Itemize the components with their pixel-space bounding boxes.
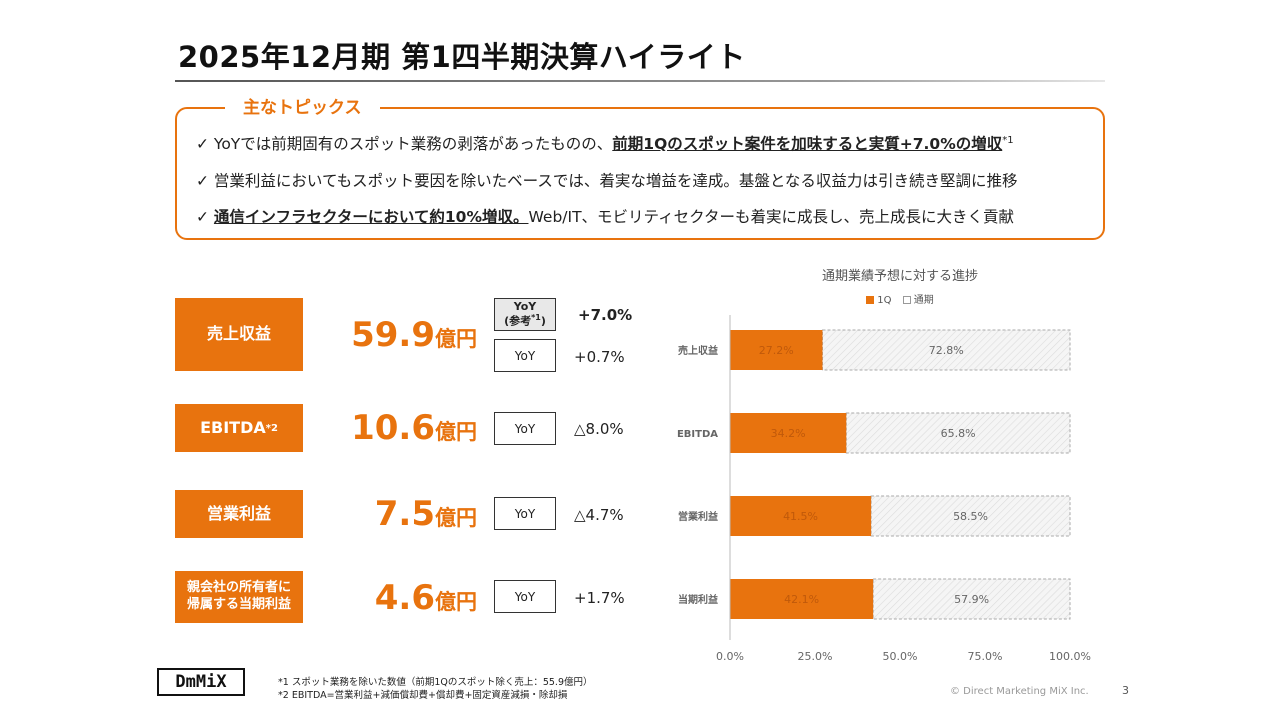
topic-footnote-mark: *1 [1002,134,1014,146]
yoy-box: YoY [494,339,556,372]
yoy-box: YoY [494,580,556,613]
title-divider [175,80,1105,82]
data-label-remaining: 65.8% [941,427,976,440]
bar-remaining [845,412,1071,454]
data-label-1q: 34.2% [771,427,806,440]
kpi-label-operating-profit: 営業利益 [175,490,303,538]
data-label-remaining: 72.8% [929,344,964,357]
topic-text: ✓ [196,208,214,226]
topics-box [175,107,1105,240]
topic-item-1: ✓ YoYでは前期固有のスポット業務の剥落があったものの、前期1Qのスポット案件… [196,132,1014,154]
legend-label-1q: 1Q [877,295,892,306]
legend-swatch-full-year [902,296,911,304]
yoy-value-operating-profit: △4.7% [574,506,624,524]
chart-legend: 1Q 通期 [730,291,1070,306]
data-label-remaining: 57.9% [954,593,989,606]
bar-remaining [821,329,1071,371]
bar-1q [730,496,872,536]
topic-emphasis: 前期1Qのスポット案件を加味すると実質+7.0%の増収 [612,135,1003,153]
page-number: 3 [1122,684,1129,697]
topic-text: ✓ 営業利益においてもスポット要因を除いたベースでは、着実な増益を達成。基盤とな… [196,172,1018,190]
category-label: 売上収益 [678,344,718,357]
topic-item-2: ✓ 営業利益においてもスポット要因を除いたベースでは、着実な増益を達成。基盤とな… [196,169,1017,191]
legend-label-full-year: 通期 [913,295,934,306]
bar-1q [730,330,823,370]
data-label-1q: 42.1% [784,593,819,606]
x-tick-label: 75.0% [968,650,1003,663]
data-label-remaining: 58.5% [953,510,988,523]
yoy-value-net-profit: +1.7% [574,589,625,607]
yoy-reference-box: YoY (参考*1) [494,298,556,331]
x-tick-label: 100.0% [1049,650,1091,663]
bar-1q [730,579,874,619]
progress-chart: 売上収益 27.2% 72.8% EBITDA 34.2% 65.8% 営業利益 41.5% 5… [677,315,1091,663]
category-label: 当期利益 [678,593,718,606]
yoy-reference-value: +7.0% [578,306,633,324]
bar-remaining [870,495,1071,537]
page-title: 2025年12月期 第1四半期決算ハイライト [178,40,746,74]
kpi-label-net-profit: 親会社の所有者に帰属する当期利益 [175,571,303,623]
yoy-value-revenue: +0.7% [574,348,625,366]
x-tick-label: 50.0% [883,650,918,663]
footnote-1: *1 スポット業務を除いた数値（前期1Qのスポット除く売上：55.9億円） [278,677,593,688]
kpi-value-revenue: 59.9億円 [351,315,477,355]
topic-text-tail: Web/IT、モビリティセクターも着実に成長し、売上成長に大きく貢献 [528,208,1014,226]
chart-title: 通期業績予想に対する進捗 [821,269,978,284]
data-label-1q: 41.5% [783,510,818,523]
x-tick-label: 25.0% [798,650,833,663]
x-tick-label: 0.0% [716,650,744,663]
footnote-2: *2 EBITDA=営業利益+減価償却費+償却費+固定資産減損・除却損 [278,690,568,701]
topics-label: 主なトピックス [225,93,380,118]
data-label-1q: 27.2% [759,344,794,357]
yoy-box: YoY [494,412,556,445]
topic-emphasis: 通信インフラセクターにおいて約10%増収。 [213,208,529,226]
bar-1q [730,413,847,453]
bar-remaining [872,578,1071,620]
topic-text: ✓ YoYでは前期固有のスポット業務の剥落があったものの、 [196,135,613,153]
kpi-label-ebitda: EBITDA *2 [175,404,303,452]
kpi-label-revenue: 売上収益 [175,298,303,371]
category-label: EBITDA [677,429,718,440]
kpi-value-ebitda: 10.6億円 [351,408,477,448]
category-label: 営業利益 [678,510,718,523]
yoy-box: YoY [494,497,556,530]
kpi-value-net-profit: 4.6億円 [374,578,477,618]
yoy-value-ebitda: △8.0% [574,420,624,438]
topic-item-3: ✓ 通信インフラセクターにおいて約10%増収。Web/IT、モビリティセクターも… [196,205,1014,227]
copyright: © Direct Marketing MiX Inc. [950,686,1089,697]
legend-swatch-1q [866,296,875,304]
kpi-value-operating-profit: 7.5億円 [374,494,477,534]
company-logo: DmMiX [157,668,245,696]
